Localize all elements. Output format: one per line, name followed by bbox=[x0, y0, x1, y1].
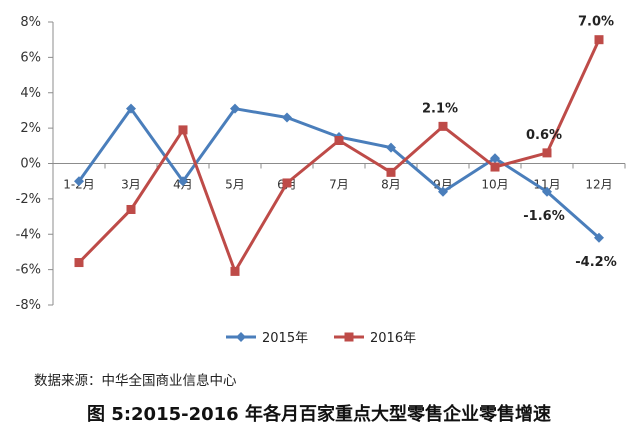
x-tick-label: 7月 bbox=[329, 178, 349, 192]
series-1-point bbox=[126, 204, 136, 214]
chart-data-labels: -1.6% -4.2% 2.1% 0.6% 7.0% bbox=[422, 15, 617, 270]
series-0-point bbox=[74, 176, 84, 187]
series-0-point bbox=[490, 153, 500, 164]
series-0-point bbox=[542, 186, 552, 197]
data-source-note: 数据来源：中华全国商业信息中心 bbox=[34, 373, 237, 389]
series-0-point bbox=[386, 142, 396, 153]
y-tick-label: 8% bbox=[20, 15, 41, 30]
legend-label-1: 2016年 bbox=[370, 331, 416, 346]
x-tick-label: 3月 bbox=[121, 178, 141, 192]
chart-axes: 8%6%4%2%0%-2%-4%-6%-8%1-2月3月4月5月6月7月8月9月… bbox=[16, 15, 626, 313]
y-tick-label: 4% bbox=[20, 86, 41, 101]
data-label: -1.6% bbox=[523, 209, 564, 224]
y-tick-label: -2% bbox=[16, 192, 41, 207]
chart-series bbox=[74, 35, 604, 276]
series-line-0 bbox=[77, 107, 600, 239]
series-1-point bbox=[334, 136, 344, 146]
series-1-point bbox=[386, 167, 396, 177]
data-label: 2.1% bbox=[422, 101, 458, 116]
data-label: -4.2% bbox=[575, 255, 616, 270]
x-tick-label: 5月 bbox=[225, 178, 245, 192]
y-tick-label: -6% bbox=[16, 263, 41, 278]
legend-marker-0 bbox=[236, 332, 246, 342]
series-0-point bbox=[282, 112, 292, 123]
y-tick-label: 2% bbox=[20, 121, 41, 136]
y-tick-label: 6% bbox=[20, 50, 41, 65]
series-1-point bbox=[282, 178, 292, 188]
data-label: 7.0% bbox=[578, 15, 614, 30]
series-1-point bbox=[178, 125, 188, 135]
x-tick-label: 10月 bbox=[481, 178, 508, 192]
legend-label-0: 2015年 bbox=[262, 331, 308, 346]
series-0-point bbox=[126, 103, 136, 114]
series-1-point bbox=[594, 35, 604, 45]
y-tick-label: -8% bbox=[16, 298, 41, 313]
x-tick-label: 8月 bbox=[381, 178, 401, 192]
data-label: 0.6% bbox=[526, 128, 562, 143]
series-0-point bbox=[230, 103, 240, 114]
line-chart: 8%6%4%2%0%-2%-4%-6%-8%1-2月3月4月5月6月7月8月9月… bbox=[16, 15, 626, 346]
figure-caption: 图 5:2015-2016 年各月百家重点大型零售企业零售增速 bbox=[87, 404, 551, 425]
series-line-1 bbox=[77, 39, 601, 273]
y-tick-label: -4% bbox=[16, 227, 41, 242]
series-1-point bbox=[74, 258, 84, 268]
series-1-point bbox=[230, 266, 240, 276]
series-1-point bbox=[438, 121, 448, 131]
series-1-point bbox=[542, 148, 552, 158]
y-tick-label: 0% bbox=[20, 157, 41, 172]
legend-marker-1 bbox=[344, 332, 354, 342]
series-0-point bbox=[438, 186, 448, 197]
series-0-point bbox=[594, 232, 604, 243]
x-tick-label: 12月 bbox=[585, 178, 612, 192]
series-0-point bbox=[178, 176, 188, 187]
series-1-point bbox=[490, 162, 500, 172]
chart-legend: 2015年 2016年 bbox=[226, 331, 416, 346]
